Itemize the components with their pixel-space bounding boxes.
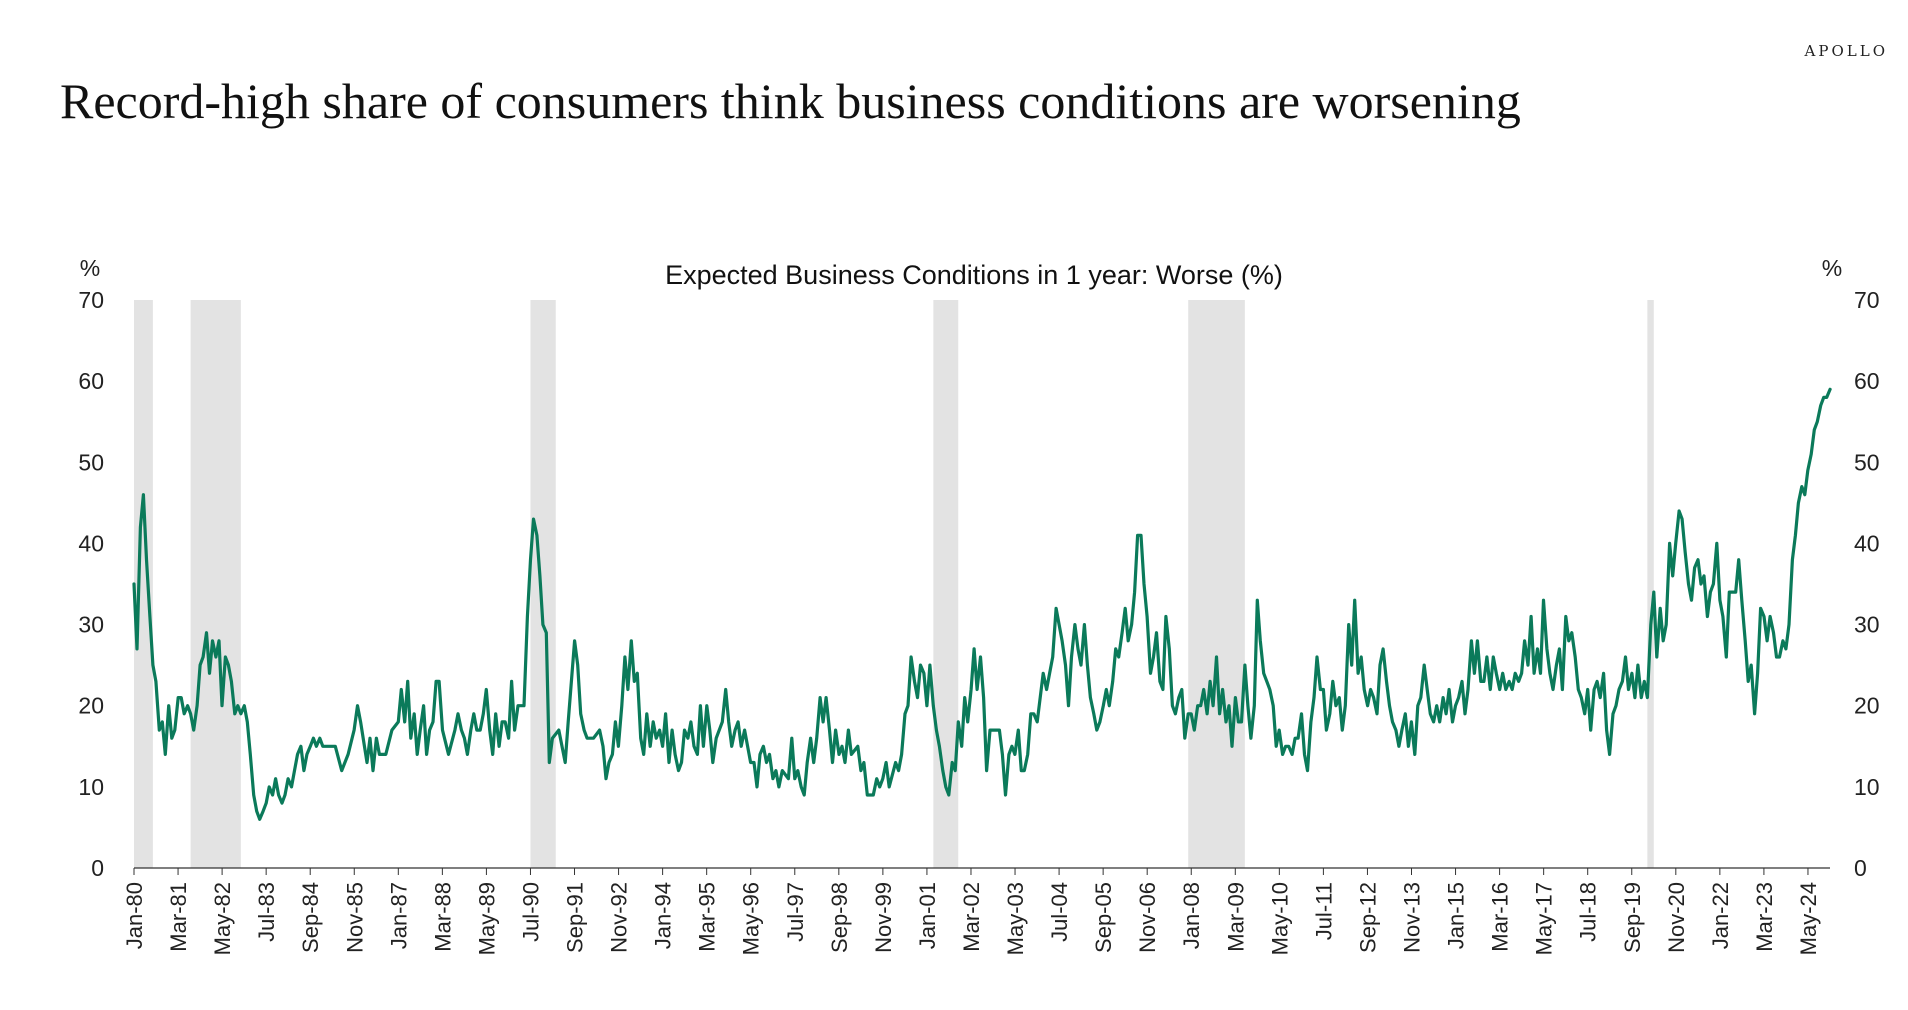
y-tick-right-20: 20	[1854, 693, 1880, 719]
x-tick-label: May-03	[1003, 882, 1028, 955]
x-tick-label: Sep-98	[827, 882, 852, 953]
x-tick-label: May-17	[1532, 882, 1557, 955]
recession-band-5	[1647, 300, 1654, 868]
brand-logo: APOLLO	[1804, 42, 1888, 60]
x-tick-label: Jul-97	[783, 882, 808, 942]
x-tick-label: Sep-19	[1620, 882, 1645, 953]
x-tick-label: Nov-13	[1399, 882, 1424, 953]
x-tick-label: Mar-88	[430, 882, 455, 952]
x-axis: Jan-80 Mar-81 May-82 Jul-83 Sep-84 Nov-85 Jan-…	[122, 868, 1821, 955]
recession-shading	[134, 300, 1654, 868]
x-tick-label: Jul-11	[1311, 882, 1336, 940]
x-tick-label: Jul-83	[254, 882, 279, 942]
y-tick-left-40: 40	[78, 530, 104, 556]
y-tick-right-0: 0	[1854, 855, 1867, 881]
x-tick-label: Jan-08	[1179, 882, 1204, 949]
x-tick-label: May-82	[210, 882, 235, 955]
x-tick-label: Nov-20	[1664, 882, 1689, 953]
x-tick-label: Sep-84	[298, 882, 323, 953]
x-tick-label: Jan-87	[386, 882, 411, 949]
y-tick-left-70: 70	[78, 287, 104, 313]
y-tick-right-10: 10	[1854, 774, 1880, 800]
y-axis-right: 0 10 20 30 40 50 60 70	[1854, 287, 1880, 881]
recession-band-1	[190, 300, 241, 868]
y-tick-right-40: 40	[1854, 530, 1880, 556]
y-tick-right-30: 30	[1854, 612, 1880, 638]
x-tick-label: May-10	[1267, 882, 1292, 955]
chart-title: Expected Business Conditions in 1 year: …	[665, 260, 1283, 290]
x-tick-label: May-24	[1796, 882, 1821, 955]
y-axis-left: 0 10 20 30 40 50 60 70	[78, 287, 104, 881]
x-tick-label: Jul-90	[518, 882, 543, 942]
x-tick-label: Sep-91	[563, 882, 588, 953]
x-tick-label: May-96	[739, 882, 764, 955]
recession-band-4	[1188, 300, 1245, 868]
series-line-0	[132, 387, 1832, 821]
y-axis-unit-right: %	[1822, 255, 1842, 281]
y-tick-right-50: 50	[1854, 449, 1880, 475]
x-tick-label: Nov-85	[342, 882, 367, 953]
x-tick-label: Jan-94	[651, 882, 676, 949]
x-tick-label: Mar-81	[166, 882, 191, 952]
x-tick-label: Nov-92	[607, 882, 632, 953]
x-tick-label: Mar-23	[1752, 882, 1777, 952]
y-tick-left-50: 50	[78, 449, 104, 475]
x-tick-label: Nov-06	[1135, 882, 1160, 953]
x-tick-label: Mar-02	[959, 882, 984, 952]
x-tick-label: Jan-15	[1444, 882, 1469, 949]
y-tick-left-20: 20	[78, 693, 104, 719]
series-layer	[132, 387, 1832, 821]
recession-band-0	[134, 300, 153, 868]
x-tick-label: Mar-09	[1223, 882, 1248, 952]
x-tick-label: May-89	[474, 882, 499, 955]
x-tick-label: Jan-01	[915, 882, 940, 949]
x-tick-label: Jul-04	[1047, 882, 1072, 942]
y-axis-unit-left: %	[80, 255, 100, 281]
x-tick-label: Mar-16	[1488, 882, 1513, 952]
recession-band-2	[530, 300, 556, 868]
y-tick-left-10: 10	[78, 774, 104, 800]
recession-band-3	[933, 300, 959, 868]
page-title: Record-high share of consumers think bus…	[60, 73, 1521, 129]
x-tick-label: Jul-18	[1576, 882, 1601, 942]
x-tick-label: Sep-05	[1091, 882, 1116, 953]
x-tick-label: Sep-12	[1355, 882, 1380, 953]
x-tick-label: Jan-22	[1708, 882, 1733, 949]
x-tick-label: Nov-99	[871, 882, 896, 953]
y-tick-left-60: 60	[78, 368, 104, 394]
x-tick-label: Mar-95	[695, 882, 720, 952]
y-tick-right-60: 60	[1854, 368, 1880, 394]
y-tick-right-70: 70	[1854, 287, 1880, 313]
x-tick-label: Jan-80	[122, 882, 147, 949]
y-tick-left-30: 30	[78, 612, 104, 638]
y-tick-left-0: 0	[91, 855, 104, 881]
